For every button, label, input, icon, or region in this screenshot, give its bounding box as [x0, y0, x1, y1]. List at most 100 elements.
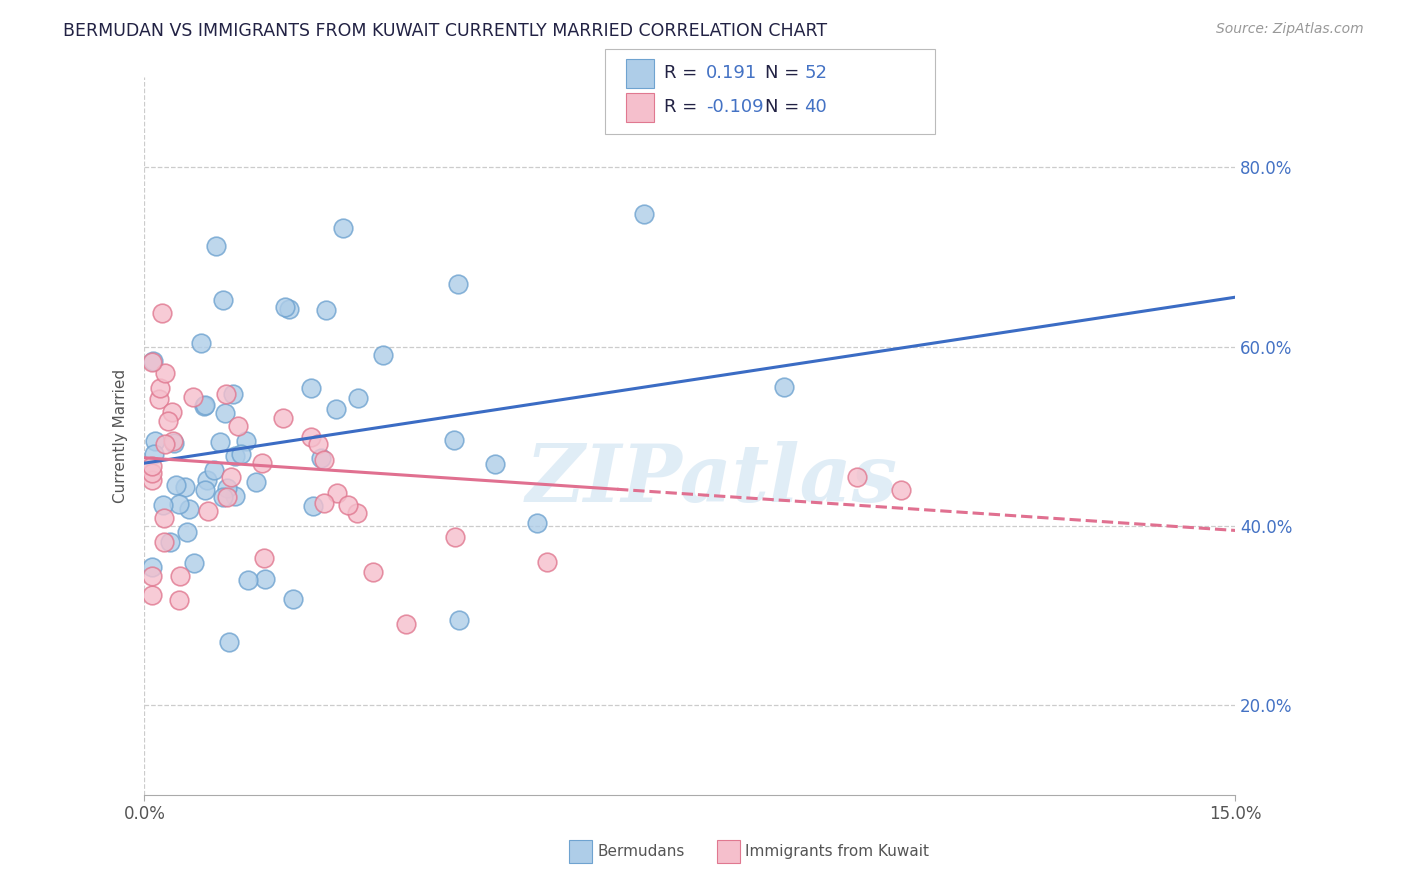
Point [299, 380, 322, 394]
Point [141, 473, 163, 487]
Point [165, 478, 187, 492]
Point [314, 495, 336, 509]
Point [143, 446, 166, 460]
Point [177, 502, 200, 516]
Text: 0.191: 0.191 [706, 64, 756, 82]
Point [212, 293, 235, 307]
Point [447, 613, 470, 627]
Point [307, 436, 329, 450]
Point [214, 386, 236, 401]
Point [250, 456, 273, 470]
Text: 40: 40 [804, 98, 827, 117]
Y-axis label: Currently Married: Currently Married [114, 369, 128, 503]
Point [846, 469, 869, 483]
Point [332, 220, 354, 235]
Text: R =: R = [664, 64, 697, 82]
Point [361, 565, 384, 579]
Point [311, 451, 333, 466]
Point [245, 475, 267, 490]
Point [174, 480, 197, 494]
Point [197, 504, 219, 518]
Point [152, 498, 174, 512]
Point [193, 399, 215, 413]
Point [235, 434, 257, 448]
Point [162, 434, 184, 448]
Point [169, 569, 191, 583]
Point [325, 486, 347, 500]
Point [153, 510, 176, 524]
Point [526, 516, 548, 530]
Text: R =: R = [664, 98, 697, 117]
Point [371, 348, 394, 362]
Point [217, 490, 239, 504]
Point [141, 458, 163, 473]
Point [395, 616, 418, 631]
Point [195, 473, 218, 487]
Point [148, 392, 170, 407]
Point [141, 588, 163, 602]
Point [325, 402, 347, 417]
Point [231, 447, 253, 461]
Point [447, 277, 470, 291]
Point [176, 524, 198, 539]
Point [443, 433, 465, 447]
Point [163, 435, 186, 450]
Point [159, 535, 181, 549]
Point [214, 406, 236, 420]
Point [194, 398, 217, 412]
Point [153, 534, 176, 549]
Point [169, 593, 191, 607]
Point [283, 591, 305, 606]
Point [890, 483, 912, 497]
Point [141, 355, 163, 369]
Point [314, 452, 336, 467]
Point [773, 380, 796, 394]
Point [633, 207, 655, 221]
Point [142, 354, 165, 368]
Point [205, 239, 228, 253]
Point [183, 557, 205, 571]
Point [226, 419, 249, 434]
Point [167, 497, 190, 511]
Point [299, 430, 322, 444]
Point [202, 463, 225, 477]
Point [183, 390, 205, 404]
Text: Bermudans: Bermudans [598, 845, 685, 859]
Text: ZIPatlas: ZIPatlas [526, 441, 897, 518]
Point [153, 366, 176, 380]
Point [218, 635, 240, 649]
Point [221, 470, 243, 484]
Point [536, 555, 558, 569]
Point [224, 449, 246, 463]
Point [149, 381, 172, 395]
Point [212, 491, 235, 505]
Point [443, 530, 465, 544]
Text: Source: ZipAtlas.com: Source: ZipAtlas.com [1216, 22, 1364, 37]
Point [194, 483, 217, 497]
Point [301, 499, 323, 513]
Point [224, 490, 246, 504]
Point [273, 301, 295, 315]
Point [160, 405, 183, 419]
Point [141, 569, 163, 583]
Point [346, 391, 368, 405]
Point [253, 572, 276, 586]
Point [346, 506, 368, 520]
Point [238, 574, 260, 588]
Point [150, 305, 173, 319]
Point [143, 434, 166, 448]
Point [278, 302, 301, 317]
Point [190, 336, 212, 351]
Point [208, 434, 231, 449]
Point [141, 559, 163, 574]
Point [253, 550, 276, 565]
Text: -0.109: -0.109 [706, 98, 763, 117]
Point [315, 303, 337, 318]
Text: BERMUDAN VS IMMIGRANTS FROM KUWAIT CURRENTLY MARRIED CORRELATION CHART: BERMUDAN VS IMMIGRANTS FROM KUWAIT CURRE… [63, 22, 827, 40]
Text: Immigrants from Kuwait: Immigrants from Kuwait [745, 845, 929, 859]
Point [153, 437, 176, 451]
Point [222, 386, 245, 401]
Text: 52: 52 [804, 64, 827, 82]
Point [337, 498, 360, 512]
Point [215, 481, 238, 495]
